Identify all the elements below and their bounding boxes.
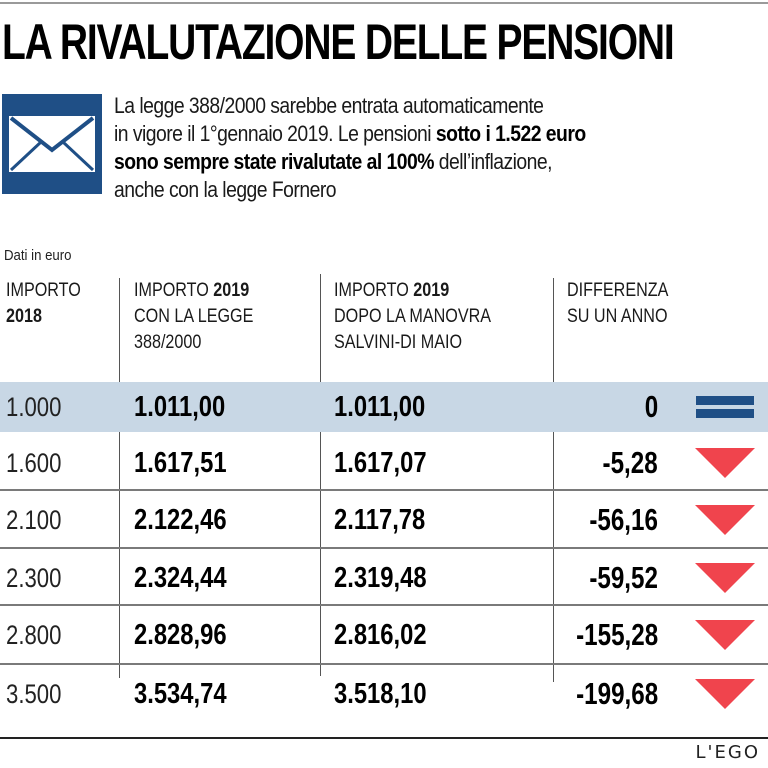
column-divider-2	[320, 274, 321, 676]
cell-importo-2019-manovra: 2.117,78	[334, 503, 426, 536]
intro-line-3-bold: sono sempre state rivalutate al 100%	[114, 149, 434, 174]
bottom-rule	[0, 737, 768, 739]
top-rule	[0, 2, 768, 4]
cell-importo-2019-manovra: 1.011,00	[334, 390, 426, 423]
table-row: 2.100 2.122,46 2.117,78 -56,16	[0, 491, 768, 549]
intro-line-2-regular: in vigore il 1°gennaio 2019. Le pensioni	[114, 121, 436, 146]
down-triangle-icon	[694, 665, 756, 723]
header-line: DIFFERENZA	[567, 280, 669, 301]
cell-importo-2019-legge: 3.534,74	[134, 677, 227, 710]
table-row: 1.600 1.617,51 1.617,07 -5,28	[0, 434, 768, 492]
cell-differenza: 0	[644, 389, 658, 424]
table-row: 2.300 2.324,44 2.319,48 -59,52	[0, 549, 768, 607]
intro-text: La legge 388/2000 sarebbe entrata automa…	[114, 92, 765, 204]
intro-line-3-regular: dell’inflazione,	[433, 149, 553, 174]
header-line-bold: 2019	[213, 280, 250, 301]
equal-icon	[694, 382, 756, 432]
header-importo-2019-legge: IMPORTO 2019 CON LA LEGGE 388/2000	[134, 278, 253, 356]
row-divider	[0, 663, 768, 665]
header-differenza: DIFFERENZA SU UN ANNO	[567, 278, 668, 330]
cell-importo-2018: 1.600	[6, 447, 62, 478]
header-line: SALVINI-DI MAIO	[334, 332, 463, 353]
cell-differenza: -56,16	[589, 502, 658, 537]
down-triangle-icon	[694, 434, 756, 492]
intro-line-3: sono sempre state rivalutate al 100% del…	[114, 148, 765, 176]
cell-importo-2019-manovra: 1.617,07	[334, 446, 427, 479]
row-divider	[0, 489, 768, 491]
down-triangle-icon	[694, 549, 756, 607]
cell-importo-2018: 2.800	[6, 619, 62, 650]
down-triangle-icon	[694, 491, 756, 549]
table-row: 3.500 3.534,74 3.518,10 -199,68	[0, 665, 768, 723]
header-line: 388/2000	[134, 332, 202, 353]
header-line: IMPORTO	[134, 280, 214, 301]
page-title: LA RIVALUTAZIONE DELLE PENSIONI	[2, 14, 675, 70]
cell-importo-2019-legge: 2.122,46	[134, 503, 227, 536]
cell-importo-2018: 2.100	[6, 504, 62, 535]
intro-line-2: in vigore il 1°gennaio 2019. Le pensioni…	[114, 120, 765, 148]
header-line-bold: 2018	[6, 306, 42, 327]
down-triangle-icon	[694, 606, 756, 664]
cell-importo-2019-manovra: 3.518,10	[334, 677, 427, 710]
cell-importo-2018: 2.300	[6, 562, 62, 593]
table-row: 1.000 1.011,00 1.011,00 0	[0, 382, 768, 432]
cell-differenza: -199,68	[575, 676, 658, 711]
header-line: IMPORTO	[334, 280, 414, 301]
column-divider-1	[119, 278, 120, 678]
cell-importo-2019-legge: 2.324,44	[134, 561, 227, 594]
envelope-icon	[2, 94, 102, 194]
brand-logo: L'EGO	[695, 742, 760, 763]
row-divider	[0, 604, 768, 606]
header-line: CON LA LEGGE	[134, 306, 254, 327]
cell-differenza: -59,52	[589, 560, 658, 595]
header-line: IMPORTO	[6, 280, 81, 301]
cell-importo-2019-legge: 1.617,51	[134, 446, 227, 479]
cell-importo-2018: 1.000	[6, 391, 62, 422]
intro-line-4: anche con la legge Fornero	[114, 177, 337, 202]
table-row: 2.800 2.828,96 2.816,02 -155,28	[0, 606, 768, 664]
intro-line-1: La legge 388/2000 sarebbe entrata automa…	[114, 93, 544, 118]
unit-label: Dati in euro	[4, 247, 72, 264]
header-line: SU UN ANNO	[567, 306, 668, 327]
cell-importo-2018: 3.500	[6, 678, 62, 709]
cell-differenza: -155,28	[575, 617, 658, 652]
envelope-icon-svg	[9, 116, 95, 172]
header-importo-2018: IMPORTO 2018	[6, 278, 81, 330]
cell-importo-2019-manovra: 2.816,02	[334, 618, 427, 651]
column-divider-3	[553, 278, 554, 682]
row-divider	[0, 547, 768, 549]
header-line-bold: 2019	[413, 280, 450, 301]
cell-importo-2019-legge: 2.828,96	[134, 618, 227, 651]
intro-line-2-bold: sotto i 1.522 euro	[435, 121, 586, 146]
header-importo-2019-manovra: IMPORTO 2019 DOPO LA MANOVRA SALVINI-DI …	[334, 278, 491, 356]
cell-differenza: -5,28	[602, 445, 658, 480]
cell-importo-2019-legge: 1.011,00	[134, 390, 226, 423]
header-line: DOPO LA MANOVRA	[334, 306, 492, 327]
cell-importo-2019-manovra: 2.319,48	[334, 561, 427, 594]
pension-table: IMPORTO 2018 IMPORTO 2019 CON LA LEGGE 3…	[0, 274, 768, 711]
